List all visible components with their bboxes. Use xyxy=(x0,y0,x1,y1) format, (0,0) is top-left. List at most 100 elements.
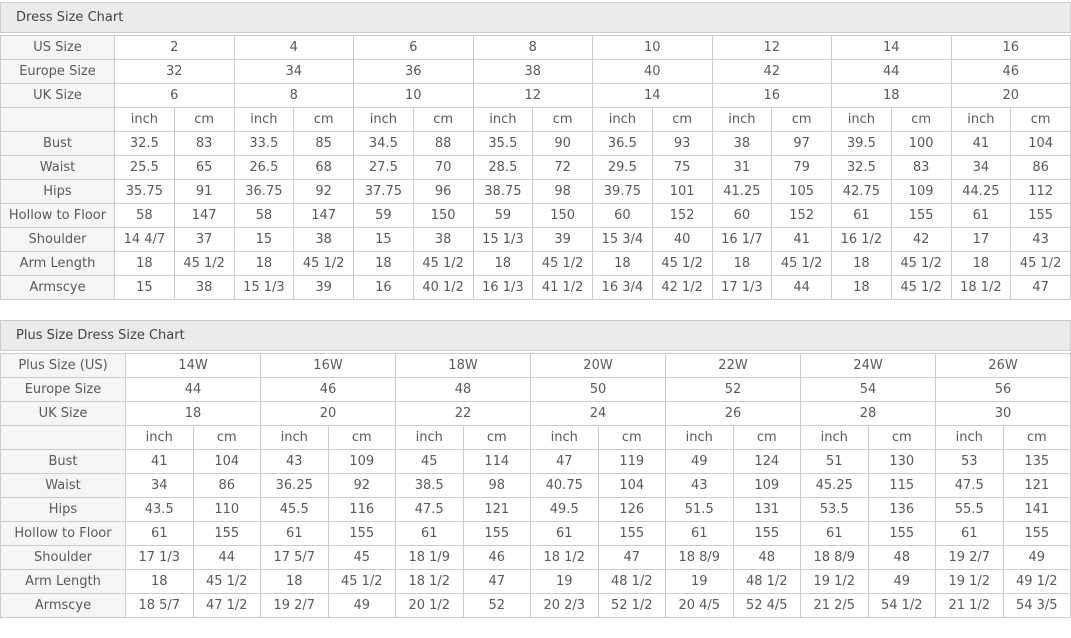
measurement-value: 39.5 xyxy=(831,131,892,156)
measurement-value: 141 xyxy=(1002,497,1071,522)
measurement-value: 155 xyxy=(890,203,952,228)
measurement-value: 36.5 xyxy=(592,131,653,156)
measurement-value: 18 xyxy=(472,251,534,276)
size-value: 52 xyxy=(665,377,801,402)
measurement-value: 16 1/2 xyxy=(831,227,892,252)
unit-label: inch xyxy=(114,107,175,132)
measurement-value: 155 xyxy=(867,521,936,546)
measurement-value: 37.75 xyxy=(353,179,414,204)
measurement-value: 44.25 xyxy=(950,179,1012,204)
measurement-value: 15 3/4 xyxy=(592,227,653,252)
measurement-value: 15 xyxy=(114,275,175,300)
size-value: 16 xyxy=(950,35,1071,60)
size-value: 46 xyxy=(260,377,396,402)
measurement-value: 86 xyxy=(1010,155,1071,180)
measurement-value: 43 xyxy=(665,473,734,498)
unit-label: cm xyxy=(732,425,801,450)
measurement-value: 15 xyxy=(353,227,414,252)
measurement-value: 39 xyxy=(293,275,354,300)
size-value: 56 xyxy=(935,377,1071,402)
measurement-value: 38 xyxy=(711,131,773,156)
chart-title: Plus Size Dress Size Chart xyxy=(0,320,1071,351)
measurement-value: 83 xyxy=(173,131,235,156)
measurement-value: 18 xyxy=(831,275,892,300)
measurement-value: 115 xyxy=(867,473,936,498)
measurement-value: 18 xyxy=(114,251,175,276)
measurement-value: 136 xyxy=(867,497,936,522)
measurement-value: 79 xyxy=(771,155,832,180)
measurement-value: 53.5 xyxy=(800,497,869,522)
size-value: 26W xyxy=(935,353,1071,378)
measurement-value: 20 2/3 xyxy=(530,593,599,618)
unit-label: inch xyxy=(711,107,773,132)
plus-size-dress-size-chart: Plus Size Dress Size Chart Plus Size (US… xyxy=(0,320,1071,618)
measurement-value: 55.5 xyxy=(935,497,1004,522)
measurement-value: 61 xyxy=(831,203,892,228)
measurement-value: 150 xyxy=(532,203,593,228)
measurement-value: 45.25 xyxy=(800,473,869,498)
measurement-value: 14 4/7 xyxy=(114,227,175,252)
measurement-value: 47 xyxy=(530,449,599,474)
measurement-value: 18 xyxy=(831,251,892,276)
measurement-value: 48 xyxy=(732,545,801,570)
size-value: 14 xyxy=(592,83,713,108)
measurement-value: 100 xyxy=(890,131,952,156)
measurement-value: 48 1/2 xyxy=(732,569,801,594)
measurement-value: 96 xyxy=(412,179,474,204)
measurement-value: 26.5 xyxy=(233,155,295,180)
size-value: 54 xyxy=(800,377,936,402)
measurement-value: 43 xyxy=(1010,227,1071,252)
measurement-value: 17 1/3 xyxy=(711,275,773,300)
measurement-value: 93 xyxy=(651,131,713,156)
measurement-value: 109 xyxy=(327,449,396,474)
measurement-value: 105 xyxy=(771,179,832,204)
measurement-value: 28.5 xyxy=(472,155,534,180)
unit-label: cm xyxy=(771,107,832,132)
measurement-value: 61 xyxy=(530,521,599,546)
measurement-value: 49 xyxy=(867,569,936,594)
table-row: Europe Size 32 34 36 38 40 42 44 46 xyxy=(0,59,1071,84)
unit-label: inch xyxy=(125,425,194,450)
measurement-value: 33.5 xyxy=(233,131,295,156)
size-chart-page: Dress Size Chart US Size 2 4 6 8 10 12 14 16 Euro… xyxy=(0,2,1071,618)
measurement-value: 47 xyxy=(597,545,666,570)
measurement-value: 19 2/7 xyxy=(935,545,1004,570)
measurement-value: 61 xyxy=(665,521,734,546)
measurement-value: 104 xyxy=(1010,131,1071,156)
unit-label: cm xyxy=(462,425,531,450)
table-row: UK Size 6 8 10 12 14 16 18 20 xyxy=(0,83,1071,108)
table-row: Hollow to Floor 61 155 61 155 61 155 61 155 61 155… xyxy=(0,521,1071,546)
size-value: 48 xyxy=(395,377,531,402)
size-table: Plus Size (US) 14W 16W 18W 20W 22W 24W 26W Europ… xyxy=(0,353,1071,618)
measurement-value: 53 xyxy=(935,449,1004,474)
measurement-value: 32.5 xyxy=(114,131,175,156)
size-value: 18W xyxy=(395,353,531,378)
unit-label: cm xyxy=(651,107,713,132)
measurement-value: 40 xyxy=(651,227,713,252)
measurement-value: 40 1/2 xyxy=(412,275,474,300)
unit-label: inch xyxy=(233,107,295,132)
measurement-value: 41 1/2 xyxy=(532,275,593,300)
size-value: 20W xyxy=(530,353,666,378)
size-value: 14 xyxy=(831,35,952,60)
measurement-value: 91 xyxy=(173,179,235,204)
row-label xyxy=(0,425,126,450)
measurement-value: 17 1/3 xyxy=(125,545,194,570)
measurement-value: 45.5 xyxy=(260,497,329,522)
measurement-value: 85 xyxy=(293,131,354,156)
measurement-value: 34 xyxy=(125,473,194,498)
measurement-value: 45 1/2 xyxy=(890,275,952,300)
measurement-value: 42.75 xyxy=(831,179,892,204)
measurement-value: 36.25 xyxy=(260,473,329,498)
measurement-value: 41 xyxy=(950,131,1012,156)
table-row: Europe Size 44 46 48 50 52 54 56 xyxy=(0,377,1071,402)
unit-label: cm xyxy=(597,425,666,450)
measurement-value: 45 1/2 xyxy=(412,251,474,276)
size-value: 16W xyxy=(260,353,396,378)
size-value: 36 xyxy=(353,59,474,84)
unit-label: cm xyxy=(1002,425,1071,450)
table-row: Waist 34 86 36.25 92 38.5 98 40.75 104 43 109 45.25… xyxy=(0,473,1071,498)
size-value: 44 xyxy=(831,59,952,84)
measurement-value: 58 xyxy=(114,203,175,228)
measurement-value: 47 1/2 xyxy=(192,593,261,618)
